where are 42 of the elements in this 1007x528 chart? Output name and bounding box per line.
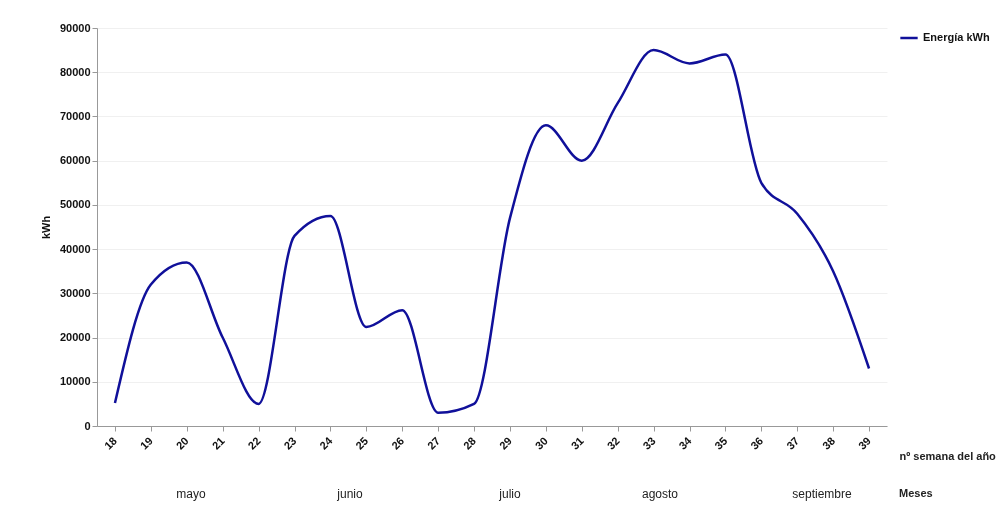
line-series [113,48,871,414]
y-tick-label: 30000 [59,286,91,299]
text: agosto [641,487,679,501]
text: mayo [176,487,206,501]
x-tick-label: 38 [820,434,838,452]
x-tick-label: 37 [784,434,802,452]
x-tick-label: 29 [496,434,514,452]
x-tick-label: 34 [676,433,695,452]
y-tick-label: 0 [84,419,91,432]
x-tick-label: 20 [173,434,191,452]
y-tick-label: 10000 [59,375,91,388]
y-tick-label: 50000 [59,198,91,211]
x-tick-label: 25 [353,434,371,452]
x-tick-label: 22 [245,434,263,452]
text: julio [498,487,521,501]
y-tick-label: 40000 [59,242,91,255]
y-tick-label: 70000 [59,109,91,122]
x-tick-label: 32 [604,434,622,452]
y-tick-label: 90000 [59,21,91,34]
x-tick-label: 36 [748,434,766,452]
x-tick-label: 33 [640,434,658,452]
y-tick-label: 20000 [59,331,91,344]
x-tick-label: 21 [209,434,227,452]
x-tick-label: 27 [425,434,443,452]
x-tick-label: 39 [855,434,874,452]
x-tick-label: 35 [712,434,730,452]
x-tick-label: 30 [532,434,550,452]
x-tick-label: 24 [317,433,336,452]
legend-label: Energía kWh [923,31,990,43]
y-tick-label: 60000 [59,154,91,167]
x-tick-label: 18 [101,434,119,452]
x-tick-label: 19 [137,434,155,452]
x-tick-label: 23 [281,434,299,452]
y-axis-title: kWh [39,215,52,240]
y-tick-label: 80000 [59,65,91,78]
text: Meses [899,487,933,499]
x-tick-label: 31 [568,434,586,452]
text: junio [336,487,363,501]
x-tick-label: 26 [389,434,407,452]
text: septiembre [792,487,852,501]
x-axis-title: nº semana del año [899,449,997,462]
x-tick-label: 28 [460,434,479,452]
